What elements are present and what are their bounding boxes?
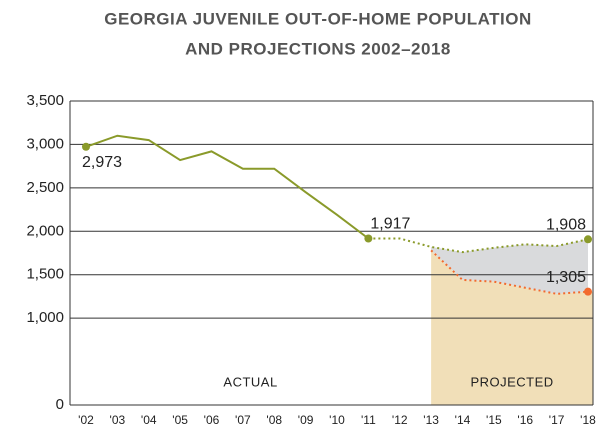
x-tick-label: '09 <box>298 413 314 427</box>
x-tick-label: '07 <box>235 413 251 427</box>
value-label: 1,917 <box>370 216 410 233</box>
y-tick-label: 2,000 <box>26 222 64 239</box>
point <box>584 287 592 296</box>
value-label: 1,908 <box>546 216 586 233</box>
annotation: PROJECTED <box>470 374 553 389</box>
y-tick-label: 0 <box>56 396 64 413</box>
y-tick-label: 3,000 <box>26 135 64 152</box>
x-tick-label: '13 <box>423 413 439 427</box>
y-tick-label: 2,500 <box>26 179 64 196</box>
point <box>82 142 90 151</box>
x-tick-label: '06 <box>204 413 220 427</box>
line <box>430 249 589 295</box>
line <box>85 134 369 240</box>
x-tick-label: '10 <box>329 413 345 427</box>
x-tick-label: '17 <box>549 413 565 427</box>
x-tick-label: '08 <box>266 413 282 427</box>
x-tick-label: '04 <box>141 413 157 427</box>
x-tick-label: '02 <box>78 413 94 427</box>
chart-subtitle: AND PROJECTIONS 2002–2018 <box>185 39 451 58</box>
x-tick-label: '05 <box>172 413 188 427</box>
y-tick-label: 1,500 <box>26 266 64 283</box>
y-tick-label: 3,500 <box>26 92 64 109</box>
x-tick-label: '16 <box>517 413 533 427</box>
value-label: 1,305 <box>546 269 586 286</box>
y-tick-label: 1,000 <box>26 309 64 326</box>
x-tick-label: '12 <box>392 413 408 427</box>
x-tick-label: '11 <box>361 413 376 427</box>
annotation: ACTUAL <box>223 374 277 389</box>
x-tick-label: '18 <box>580 413 596 427</box>
point <box>584 235 592 244</box>
line <box>368 237 589 254</box>
chart-title: GEORGIA JUVENILE OUT-OF-HOME POPULATION <box>104 9 532 28</box>
x-tick-label: '14 <box>455 413 471 427</box>
x-tick-label: '15 <box>486 413 502 427</box>
x-tick-label: '03 <box>110 413 126 427</box>
projected-area <box>431 250 593 405</box>
value-label: 2,973 <box>82 154 122 171</box>
